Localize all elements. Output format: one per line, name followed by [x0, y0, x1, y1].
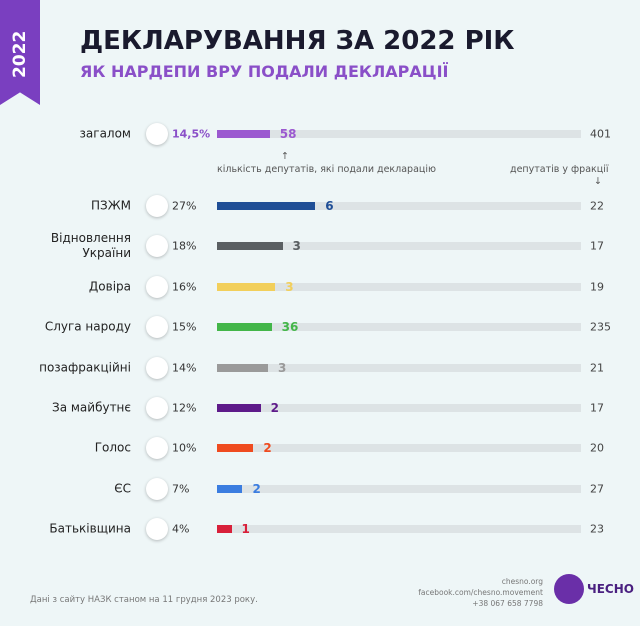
facebook: facebook.com/chesno.movement	[418, 588, 543, 597]
category-label: Голос	[94, 440, 131, 455]
declared-count: 3	[292, 239, 301, 254]
total-count: 17	[590, 401, 604, 415]
bar	[217, 282, 276, 291]
bar	[217, 130, 270, 138]
contacts: chesno.org facebook.com/chesno.movement …	[400, 576, 543, 609]
total-count: 22	[590, 199, 604, 213]
party-icon	[146, 195, 168, 217]
total-count: 19	[590, 280, 604, 294]
arrow: ↓	[594, 176, 602, 187]
bar-track	[217, 484, 581, 493]
bar	[217, 484, 243, 493]
percent-label: 12%	[172, 401, 197, 415]
bar	[217, 323, 272, 332]
total-count: 401	[590, 127, 611, 141]
declared-count: 1	[241, 522, 250, 537]
bar	[217, 242, 283, 251]
declared-count: 6	[325, 199, 334, 213]
logo: ЧЕСНО	[587, 582, 634, 596]
total-count: 20	[590, 441, 604, 455]
percent-label: 27%	[172, 199, 197, 213]
party-icon	[146, 356, 168, 379]
total-count: 27	[590, 482, 604, 496]
subtitle: ЯК НАРДЕПИ ВРУ ПОДАЛИ ДЕКЛАРАЦІЇ	[80, 62, 449, 81]
bar-track	[217, 242, 581, 251]
badge-text: 2022	[10, 30, 30, 78]
category-label: загалом	[79, 126, 131, 141]
category-label: Відновлення України	[50, 231, 131, 261]
percent-label: 18%	[172, 239, 197, 253]
percent-label: 4%	[172, 522, 190, 536]
bar	[217, 363, 268, 372]
percent-label: 14%	[172, 361, 197, 375]
annotation: депутатів у фракції	[510, 164, 609, 175]
bar-track	[217, 130, 581, 138]
bar-track	[217, 363, 581, 372]
percent-label: 16%	[172, 280, 197, 294]
declared-count: 3	[277, 360, 287, 375]
title: ДЕКЛАРУВАННЯ ЗА 2022 РІК	[80, 26, 515, 56]
declared-count: 2	[252, 481, 261, 496]
party-icon	[146, 437, 168, 460]
bar-track	[217, 444, 581, 453]
declared-count: 3	[285, 279, 294, 294]
badge: 2022	[0, 0, 40, 105]
party-icon	[146, 235, 168, 258]
category-label: позафракційні	[39, 360, 131, 375]
total-count: 21	[590, 361, 604, 375]
party-icon	[146, 518, 168, 541]
source: Дані з сайту НАЗК станом на 11 грудня 20…	[30, 595, 258, 605]
percent-label: 14,5%	[172, 127, 211, 141]
declared-count: 2	[270, 401, 280, 415]
percent-label: 10%	[172, 441, 197, 455]
bar	[217, 202, 316, 210]
phone: +38 067 658 7798	[472, 599, 543, 608]
total-count: 17	[590, 239, 604, 253]
category-label: За майбутнє	[52, 400, 131, 415]
bar-track	[217, 404, 581, 412]
category-label: Слуга народу	[44, 319, 131, 334]
party-icon	[146, 123, 168, 145]
bar	[217, 444, 254, 453]
bar-track	[217, 323, 581, 332]
declared-count: 36	[281, 320, 299, 335]
party-icon	[146, 477, 168, 500]
party-icon	[146, 316, 168, 339]
party-icon	[146, 275, 168, 298]
bar-track	[217, 202, 581, 210]
party-icon	[146, 397, 168, 419]
logo-icon	[554, 574, 584, 604]
declared-count: 2	[263, 441, 272, 456]
bar	[217, 404, 261, 412]
bar-track	[217, 525, 581, 534]
annotation: кількість депутатів, які подали декларац…	[217, 164, 437, 175]
category-label: Довіра	[88, 279, 131, 294]
category-label: ЄС	[114, 481, 131, 496]
total-count: 23	[590, 522, 604, 536]
site: chesno.org	[501, 577, 543, 586]
declared-count: 58	[279, 127, 297, 141]
percent-label: 7%	[172, 482, 190, 496]
arrow: ↑	[281, 151, 289, 162]
total-count: 235	[590, 320, 611, 334]
bar-track	[217, 282, 581, 291]
category-label: ПЗЖМ	[91, 198, 131, 213]
bar	[217, 525, 232, 534]
percent-label: 15%	[172, 320, 197, 334]
category-label: Батьківщина	[49, 521, 131, 536]
